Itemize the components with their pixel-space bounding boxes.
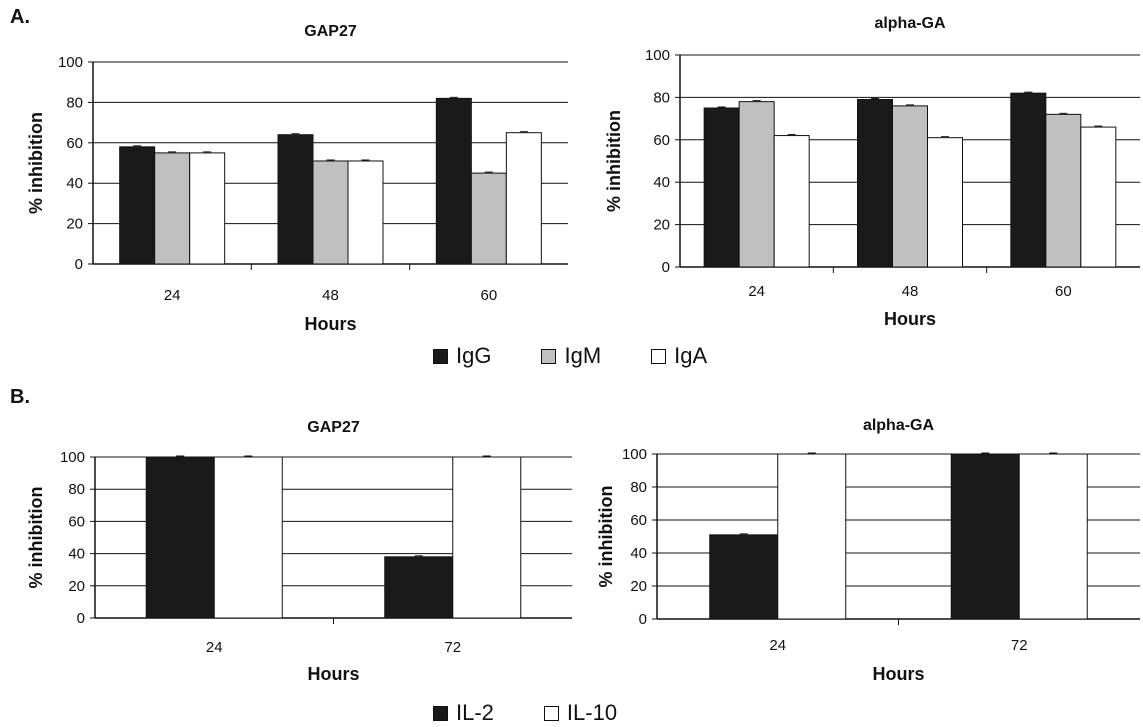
- x-axis-label: Hours: [307, 664, 359, 684]
- y-axis-label: % inhibition: [26, 487, 46, 589]
- y-tick-label: 60: [653, 132, 670, 149]
- bar-iga-60: [506, 133, 541, 264]
- bar-igm-48: [313, 161, 348, 264]
- bar-il-10-72: [1019, 454, 1087, 619]
- bar-il-10-24: [778, 454, 846, 619]
- x-tick-label: 48: [322, 287, 339, 304]
- y-tick-label: 20: [68, 578, 85, 595]
- bar-il-2-24: [710, 535, 778, 619]
- bar-il-2-72: [385, 557, 453, 618]
- legend-label: IL-2: [456, 700, 494, 726]
- x-tick-label: 24: [769, 637, 786, 654]
- y-tick-label: 40: [630, 545, 647, 562]
- y-tick-label: 0: [77, 610, 85, 627]
- bar-il-2-72: [951, 454, 1019, 619]
- chart-b-gap27: 0 20 40 60 80 100 24 72 GAP27 Hours % inhibition: [0, 390, 580, 690]
- legend-item-il-10: IL-10: [544, 700, 617, 726]
- x-tick-label: 24: [206, 639, 223, 656]
- bar-il-2-24: [146, 457, 214, 618]
- bar-il-10-72: [453, 457, 521, 618]
- bar-igg-24: [704, 108, 739, 267]
- x-tick-label: 60: [480, 287, 497, 304]
- y-tick-label: 20: [630, 578, 647, 595]
- legend-label: IgA: [674, 343, 707, 369]
- bar-igm-48: [893, 106, 928, 267]
- x-axis-label: Hours: [884, 309, 936, 329]
- y-tick-label: 100: [60, 449, 85, 466]
- x-tick-label: 72: [444, 639, 461, 656]
- legend-b: IL-2 IL-10: [433, 700, 617, 726]
- chart-b-alpha-ga: 0 20 40 60 80 100 24 72 alpha-GA Hours % inhibitio…: [580, 390, 1143, 690]
- y-tick-label: 60: [630, 512, 647, 529]
- bar-igg-60: [1011, 93, 1046, 267]
- x-axis-label: Hours: [304, 314, 356, 334]
- chart-title: alpha-GA: [863, 417, 935, 434]
- bar-il-10-24: [214, 457, 282, 618]
- y-axis-label: % inhibition: [26, 112, 46, 214]
- legend-label: IL-10: [567, 700, 617, 726]
- bar-igm-24: [739, 102, 774, 267]
- y-tick-label: 40: [68, 546, 85, 563]
- bar-iga-60: [1081, 127, 1116, 267]
- legend-a: IgG IgM IgA: [433, 343, 707, 369]
- x-tick-label: 72: [1011, 637, 1028, 654]
- y-axis-label: % inhibition: [596, 486, 616, 588]
- y-tick-label: 100: [58, 54, 83, 71]
- bar-igg-48: [858, 100, 893, 267]
- y-tick-label: 0: [639, 611, 647, 628]
- x-axis-label: Hours: [872, 664, 924, 684]
- y-tick-label: 0: [662, 259, 670, 276]
- y-axis-label: % inhibition: [604, 110, 624, 212]
- bar-iga-48: [348, 161, 383, 264]
- y-tick-label: 100: [622, 446, 647, 463]
- bar-igg-60: [436, 98, 471, 264]
- legend-label: IgM: [564, 343, 601, 369]
- legend-item-igm: IgM: [541, 343, 601, 369]
- x-tick-label: 24: [748, 283, 765, 300]
- y-tick-label: 20: [66, 216, 83, 233]
- y-tick-label: 0: [75, 256, 83, 273]
- chart-title: alpha-GA: [874, 15, 946, 32]
- chart-title: GAP27: [307, 419, 360, 436]
- legend-swatch: [433, 706, 448, 721]
- bar-igm-60: [471, 173, 506, 264]
- y-tick-label: 60: [68, 513, 85, 530]
- y-tick-label: 80: [68, 481, 85, 498]
- chart-a-alpha-ga: 0 20 40 60 80 100 24 48 60 alpha-GA Hours % inhibit…: [570, 0, 1143, 340]
- bar-igm-60: [1046, 114, 1081, 267]
- y-tick-label: 100: [645, 47, 670, 64]
- legend-label: IgG: [456, 343, 491, 369]
- y-tick-label: 80: [630, 479, 647, 496]
- y-tick-label: 80: [66, 94, 83, 111]
- y-tick-label: 60: [66, 135, 83, 152]
- bar-igg-24: [120, 147, 155, 264]
- x-tick-label: 24: [164, 287, 181, 304]
- bar-iga-24: [190, 153, 225, 264]
- y-tick-label: 80: [653, 89, 670, 106]
- chart-a-gap27: 0 20 40 60 80 100 24 48 60 GAP27 Hours % inhibition: [0, 0, 560, 340]
- legend-item-iga: IgA: [651, 343, 707, 369]
- y-tick-label: 40: [66, 175, 83, 192]
- chart-title: GAP27: [304, 23, 357, 40]
- y-tick-label: 40: [653, 174, 670, 191]
- legend-swatch: [651, 349, 666, 364]
- legend-item-il-2: IL-2: [433, 700, 494, 726]
- bar-iga-24: [774, 136, 809, 267]
- legend-item-igg: IgG: [433, 343, 491, 369]
- bar-igg-48: [278, 135, 313, 264]
- x-tick-label: 48: [902, 283, 919, 300]
- legend-swatch: [541, 349, 556, 364]
- x-tick-label: 60: [1055, 283, 1072, 300]
- bar-iga-48: [928, 138, 963, 267]
- legend-swatch: [433, 349, 448, 364]
- bar-igm-24: [155, 153, 190, 264]
- y-tick-label: 20: [653, 217, 670, 234]
- legend-swatch: [544, 706, 559, 721]
